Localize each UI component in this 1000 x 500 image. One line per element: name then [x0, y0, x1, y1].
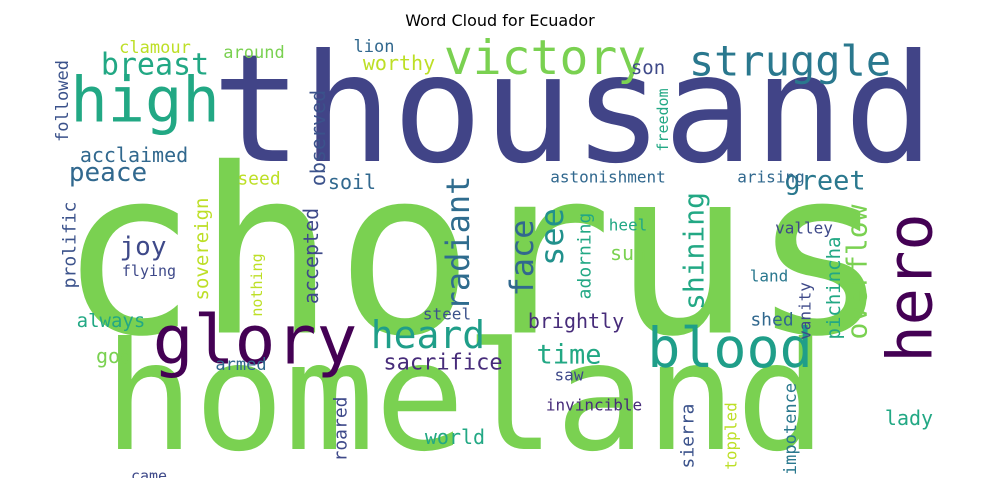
word-accepted: accepted [299, 208, 323, 304]
word-toppled: toppled [722, 402, 741, 469]
word-impotence: impotence [781, 383, 801, 475]
word-overflow: overflow [841, 204, 874, 339]
word-time: time [536, 340, 601, 371]
word-greet: greet [784, 166, 865, 197]
word-nothing: nothing [248, 253, 266, 316]
word-valley: valley [775, 219, 833, 238]
word-followed: followed [53, 60, 73, 142]
word-clamour: clamour [119, 38, 191, 58]
word-god: god [96, 344, 132, 368]
word-seed: seed [237, 169, 280, 190]
word-land: land [750, 267, 789, 286]
word-shed: shed [750, 310, 793, 331]
word-heel: heel [609, 216, 648, 235]
word-saw: saw [555, 366, 584, 385]
word-hero: hero [874, 213, 947, 362]
word-flying: flying [122, 262, 176, 280]
word-astonishment: astonishment [550, 168, 666, 187]
word-armed: armed [215, 355, 266, 375]
word-prolific: prolific [60, 202, 81, 289]
word-adorning: adorning [575, 213, 596, 300]
word-blood: blood [647, 316, 813, 380]
word-arising: arising [737, 168, 804, 187]
word-roared: roared [331, 396, 352, 461]
word-shining: shining [678, 192, 711, 310]
word-freedom: freedom [654, 88, 672, 151]
word-sovereign: sovereign [191, 198, 213, 301]
word-peace: peace [69, 158, 147, 188]
word-came: came [131, 467, 167, 478]
word-observed: observed [306, 90, 330, 186]
word-breast: breast [101, 48, 209, 83]
word-lion: lion [354, 38, 395, 57]
word-glory: glory [153, 302, 358, 381]
word-radiant: radiant [439, 176, 477, 311]
word-sierra: sierra [678, 403, 699, 468]
word-son: son [631, 57, 665, 79]
word-world: world [425, 425, 485, 449]
word-victory: victory [444, 38, 646, 86]
word-thousand: thousand [212, 38, 934, 197]
word-soil: soil [328, 170, 376, 194]
chart-title: Word Cloud for Ecuador [405, 11, 595, 30]
word-around: around [223, 43, 284, 63]
word-struggle: struggle [689, 38, 891, 86]
word-brightly: brightly [528, 309, 624, 333]
word-joy: joy [120, 232, 167, 262]
word-chorus: chorus [59, 121, 890, 388]
word-heard: heard [371, 313, 485, 357]
word-see: see [533, 208, 571, 266]
word-invincible: invincible [546, 396, 642, 415]
word-pichincha: pichincha [823, 237, 845, 340]
word-sacrifice: sacrifice [383, 351, 502, 376]
word-always: always [77, 310, 146, 332]
word-vanity: vanity [796, 282, 815, 340]
word-homeland: homeland [104, 311, 826, 478]
word-steel: steel [423, 305, 471, 324]
word-high: high [70, 64, 219, 137]
word-cloud: chorus homeland thousand high victory struggl… [50, 38, 950, 478]
word-sun: sun [610, 241, 646, 265]
word-lady: lady [885, 406, 933, 430]
word-acclaimed: acclaimed [80, 143, 188, 167]
word-worthy: worthy [363, 51, 435, 75]
word-face: face [503, 219, 541, 296]
